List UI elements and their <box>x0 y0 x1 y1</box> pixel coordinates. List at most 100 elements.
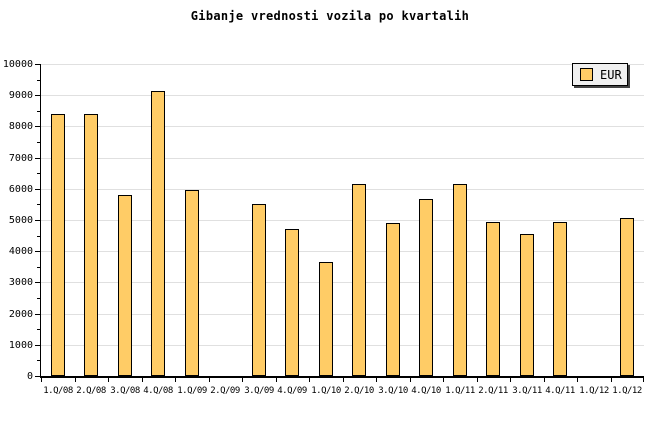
y-axis-minor-tick <box>37 298 40 299</box>
legend-swatch-icon <box>580 68 593 81</box>
y-axis-major-tick <box>35 345 40 346</box>
y-axis-tick-label: 7000 <box>8 153 33 164</box>
legend-label: EUR <box>600 67 622 82</box>
bar-1.Q/08 <box>51 114 65 376</box>
chart-title: Gibanje vrednosti vozila po kvartalih <box>190 9 470 23</box>
y-axis-tick-label: 9000 <box>8 90 33 101</box>
y-axis-major-tick <box>35 95 40 96</box>
x-axis-tick <box>510 378 511 382</box>
gridline <box>41 95 644 96</box>
bar-4.Q/09 <box>285 229 299 376</box>
x-axis-tick <box>477 378 478 382</box>
bar-4.Q/10 <box>419 199 433 376</box>
y-axis-tick-label: 10000 <box>2 59 33 70</box>
x-axis-tick <box>175 378 176 382</box>
x-axis-tick-label: 1.Q/09 <box>177 386 207 396</box>
bar-3.Q/09 <box>252 204 266 376</box>
gridline <box>41 314 644 315</box>
x-axis-tick <box>544 378 545 382</box>
y-axis-major-tick <box>35 251 40 252</box>
y-axis-tick-label: 4000 <box>8 246 33 257</box>
gridline <box>41 189 644 190</box>
x-axis-tick-label: 3.Q/11 <box>512 386 542 396</box>
y-axis-minor-tick <box>37 142 40 143</box>
y-axis-major-tick <box>35 189 40 190</box>
x-axis-tick-label: 1.Q/10 <box>311 386 341 396</box>
x-axis-tick-label: 2.Q/11 <box>478 386 508 396</box>
y-axis-minor-tick <box>37 173 40 174</box>
y-axis-major-tick <box>35 64 40 65</box>
bar-1.Q/10 <box>319 262 333 376</box>
gridline <box>41 251 644 252</box>
y-axis-tick-label: 6000 <box>8 184 33 195</box>
x-axis-tick-label: 3.Q/10 <box>378 386 408 396</box>
y-axis-minor-tick <box>37 267 40 268</box>
x-axis-tick-label: 3.Q/09 <box>244 386 274 396</box>
y-axis-major-tick <box>35 314 40 315</box>
y-axis-minor-tick <box>37 80 40 81</box>
x-axis-tick <box>75 378 76 382</box>
x-axis-tick <box>410 378 411 382</box>
x-axis-tick <box>309 378 310 382</box>
bar-2.Q/08 <box>84 114 98 376</box>
y-axis-minor-tick <box>37 204 40 205</box>
x-axis-tick <box>209 378 210 382</box>
x-axis-tick-label: 4.Q/08 <box>143 386 173 396</box>
y-axis-tick-label: 2000 <box>8 309 33 320</box>
x-axis-tick <box>577 378 578 382</box>
bar-2.Q/11 <box>486 222 500 376</box>
bar-1.Q/11 <box>453 184 467 376</box>
gridline <box>41 220 644 221</box>
bar-4.Q/08 <box>151 91 165 376</box>
bar-1.Q/09 <box>185 190 199 376</box>
x-axis-tick <box>611 378 612 382</box>
gridline <box>41 345 644 346</box>
plot-area: 0 1000 2000 3000 4000 5000 6000 7000 8000 9000 100… <box>3 60 644 396</box>
x-axis-tick <box>242 378 243 382</box>
x-axis-tick <box>41 378 42 382</box>
gridline <box>41 282 644 283</box>
bar-2.Q/10 <box>352 184 366 376</box>
x-axis-tick-label: 2.Q/08 <box>76 386 106 396</box>
x-axis-tick <box>343 378 344 382</box>
y-axis-minor-tick <box>37 360 40 361</box>
y-axis-tick-label: 0 <box>26 371 33 382</box>
y-axis-tick-label: 5000 <box>8 215 33 226</box>
x-axis-tick-label: 4.Q/11 <box>545 386 575 396</box>
x-axis-tick <box>276 378 277 382</box>
y-axis-minor-tick <box>37 329 40 330</box>
y-axis-major-tick <box>35 158 40 159</box>
y-axis-major-tick <box>35 376 40 377</box>
x-axis-tick-label: 4.Q/09 <box>277 386 307 396</box>
legend: EUR <box>572 63 628 86</box>
y-axis-minor-tick <box>37 236 40 237</box>
bar-3.Q/11 <box>520 234 534 376</box>
x-axis-tick <box>108 378 109 382</box>
gridline <box>41 64 644 65</box>
x-axis-tick-label: 1.Q/11 <box>445 386 475 396</box>
bar-3.Q/08 <box>118 195 132 376</box>
bar-3.Q/10 <box>386 223 400 376</box>
x-axis-tick-label: 4.Q/10 <box>411 386 441 396</box>
y-axis-tick-label: 8000 <box>8 121 33 132</box>
y-axis-tick-label: 3000 <box>8 277 33 288</box>
x-axis-tick-label: 2.Q/10 <box>344 386 374 396</box>
y-axis-major-tick <box>35 126 40 127</box>
x-axis-tick <box>643 378 644 382</box>
x-axis-tick <box>443 378 444 382</box>
gridline <box>41 126 644 127</box>
y-axis-major-tick <box>35 220 40 221</box>
x-axis-tick <box>376 378 377 382</box>
x-axis-tick-label: 1.Q/08 <box>43 386 73 396</box>
y-axis-minor-tick <box>37 111 40 112</box>
bar-1.Q/12 <box>620 218 634 376</box>
x-axis-tick-label: 3.Q/08 <box>110 386 140 396</box>
y-axis-tick-label: 1000 <box>8 340 33 351</box>
bar-4.Q/11 <box>553 222 567 376</box>
x-axis-tick-label: 2.Q/09 <box>210 386 240 396</box>
x-axis-tick-label: 1.Q/12 <box>612 386 642 396</box>
x-axis-tick <box>142 378 143 382</box>
gridline <box>41 158 644 159</box>
x-axis-tick-label: 1.Q/12 <box>579 386 609 396</box>
